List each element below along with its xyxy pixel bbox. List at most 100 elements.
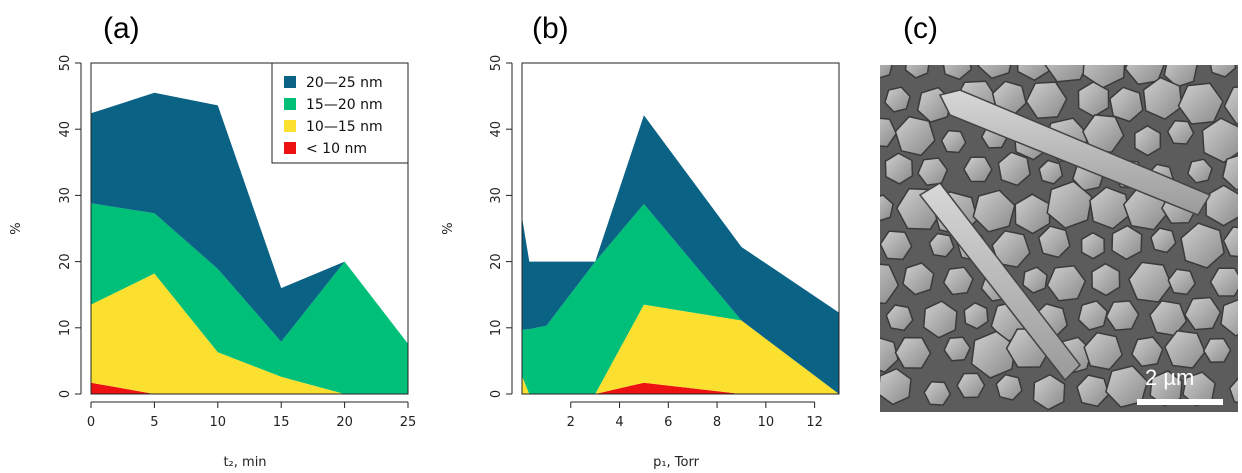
sem-crystal — [1091, 262, 1121, 297]
sem-crystal — [1046, 265, 1087, 302]
sem-crystal — [1044, 65, 1088, 83]
sem-crystal — [1105, 365, 1149, 408]
x-tick-label-0-1: 5 — [150, 415, 158, 430]
area-series-0-1 — [91, 273, 408, 394]
sem-crystal — [1077, 300, 1109, 331]
sem-crystal — [1186, 158, 1213, 184]
sem-crystal — [997, 151, 1031, 187]
x-tick-label-0-2: 10 — [210, 415, 227, 430]
sem-crystal — [1022, 266, 1048, 294]
sem-crystal — [1131, 336, 1164, 368]
sem-crystals-image — [880, 65, 1238, 412]
x-tick-label-0-0: 0 — [87, 415, 95, 430]
scale-bar-label: 2 µm — [1145, 365, 1195, 390]
plot-frame-0 — [90, 62, 409, 395]
y-tick-label-1-5: 50 — [489, 55, 504, 72]
area-series-1-0 — [522, 382, 839, 394]
sem-crystal — [880, 263, 900, 305]
y-axis-label-1: % — [441, 222, 456, 234]
sem-crystal — [942, 65, 973, 81]
sem-crystal — [1184, 296, 1222, 331]
x-tick-label-1-2: 6 — [664, 415, 672, 430]
y-tick-label-0-3: 30 — [58, 187, 73, 204]
sem-crystal — [880, 367, 912, 406]
area-series-0-0 — [91, 382, 408, 394]
y-tick-label-0-5: 50 — [58, 55, 73, 72]
sem-crystal — [922, 300, 958, 339]
sem-crystal — [1046, 180, 1093, 229]
plot-frame-1 — [521, 62, 840, 395]
sem-crystal — [1082, 114, 1125, 153]
y-axis-label-0: % — [9, 222, 24, 234]
sem-crystal — [1149, 370, 1183, 407]
panel-label-b: (b) — [532, 12, 569, 45]
x-tick-label-0-3: 15 — [273, 415, 290, 430]
sem-crystal — [1025, 81, 1068, 119]
sem-crystal — [923, 380, 952, 406]
y-tick-label-1-0: 0 — [489, 390, 504, 398]
sem-crystal — [1164, 330, 1206, 369]
sem-crystal — [1221, 154, 1238, 191]
y-tick-label-1-1: 10 — [489, 320, 504, 337]
y-tick-label-0-4: 40 — [58, 121, 73, 138]
panel-label-c: (c) — [903, 12, 938, 45]
sem-crystal — [995, 373, 1023, 401]
sem-crystal — [1037, 225, 1071, 259]
sem-crystal — [1083, 331, 1124, 371]
legend-swatch-3 — [284, 142, 296, 154]
sem-crystal — [1209, 267, 1238, 297]
sem-crystal — [1180, 222, 1225, 269]
x-tick-label-1-1: 4 — [615, 415, 623, 430]
area-series-0-3 — [91, 92, 408, 344]
legend-entry-2: 10—15 nm — [306, 119, 383, 135]
sem-crystal — [1134, 125, 1162, 157]
legend-entry-3: < 10 nm — [306, 141, 367, 157]
area-series-0-2 — [91, 203, 408, 394]
sem-crystal — [1080, 231, 1106, 260]
sem-crystal — [1223, 86, 1238, 125]
area-series-1-1 — [522, 304, 839, 394]
y-tick-label-0-0: 0 — [58, 390, 73, 398]
x-tick-label-0-4: 20 — [336, 415, 353, 430]
y-tick-label-1-2: 20 — [489, 253, 504, 270]
sem-crystal — [880, 230, 913, 261]
sem-crystal — [1150, 227, 1177, 254]
legend-swatch-1 — [284, 98, 296, 110]
sem-crystal — [1209, 65, 1237, 78]
sem-crystal — [1142, 76, 1183, 121]
sem-crystal — [1182, 371, 1216, 407]
sem-crystal — [1032, 373, 1066, 411]
sem-crystal — [1167, 268, 1197, 296]
sem-crystal — [1128, 261, 1173, 303]
sem-crystal — [1105, 300, 1140, 331]
sem-crystal — [902, 262, 935, 296]
sem-crystal — [880, 65, 893, 79]
sem-crystal — [894, 115, 936, 157]
sem-crystal — [894, 336, 932, 369]
sem-crystal — [880, 337, 899, 373]
y-tick-label-1-4: 40 — [489, 121, 504, 138]
sem-crystal — [963, 301, 989, 330]
x-tick-label-1-3: 8 — [713, 415, 721, 430]
sem-crystal — [1166, 119, 1195, 145]
x-tick-label-1-0: 2 — [567, 415, 575, 430]
sem-crystal — [1220, 299, 1238, 337]
sem-crystal — [963, 156, 993, 183]
sem-crystal — [1089, 186, 1131, 230]
x-axis-label-1: p₁, Torr — [653, 455, 700, 470]
sem-crystal — [917, 157, 949, 186]
sem-crystal — [1177, 82, 1224, 125]
y-tick-label-0-1: 10 — [58, 320, 73, 337]
sem-crystal — [977, 65, 1012, 80]
area-series-1-3 — [522, 115, 839, 395]
y-tick-label-1-3: 30 — [489, 187, 504, 204]
area-series-1-2 — [522, 204, 839, 394]
sem-crystal — [1124, 65, 1165, 86]
legend-swatch-0 — [284, 76, 296, 88]
legend-swatch-2 — [284, 120, 296, 132]
sem-crystal — [943, 336, 972, 362]
sem-crystal — [928, 232, 955, 258]
sem-crystal — [880, 194, 894, 222]
sem-crystal — [1201, 117, 1238, 164]
